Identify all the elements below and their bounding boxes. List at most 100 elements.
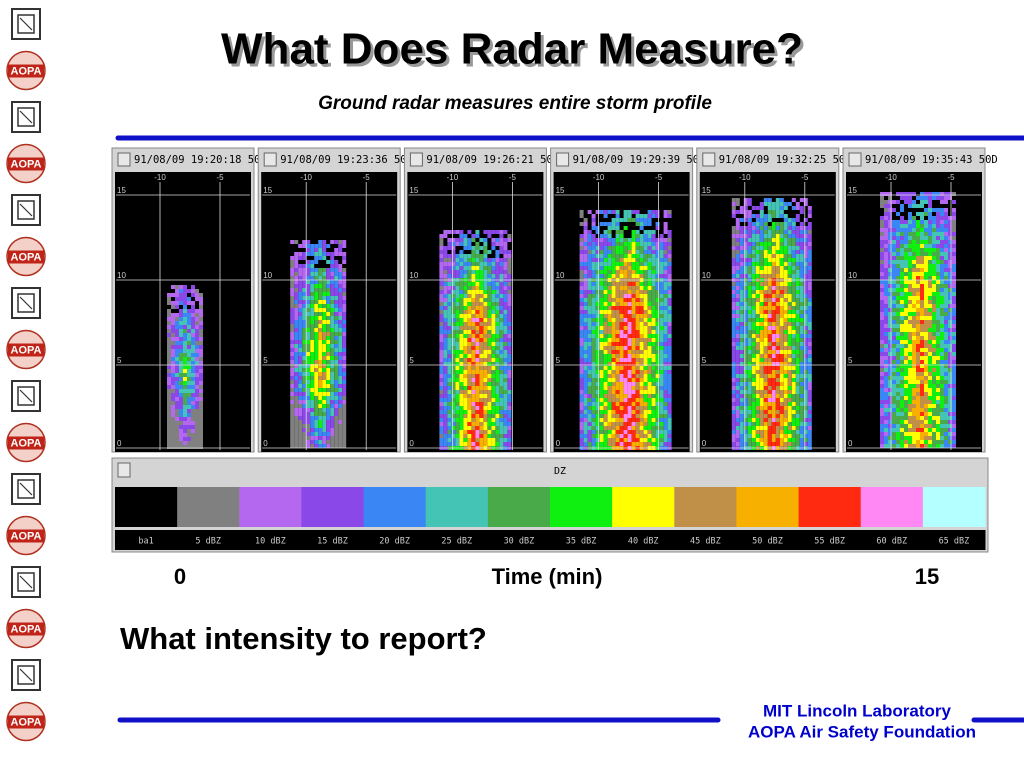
radar-cell <box>503 326 508 330</box>
radar-cell <box>191 417 195 421</box>
radar-cell <box>499 274 504 278</box>
radar-cell <box>655 290 660 294</box>
radar-cell <box>322 384 327 388</box>
radar-cell <box>314 372 319 376</box>
radar-cell <box>483 230 488 234</box>
axis-label: 10 <box>263 271 272 280</box>
radar-cell <box>787 350 792 354</box>
radar-cell <box>735 286 740 290</box>
radar-cell <box>599 286 604 290</box>
radar-cell <box>751 386 756 390</box>
radar-cell <box>183 325 187 329</box>
radar-cell <box>639 426 644 430</box>
radar-cell <box>579 274 584 278</box>
radar-cell <box>463 302 468 306</box>
radar-cell <box>443 346 448 350</box>
radar-cell <box>880 260 884 264</box>
radar-cell <box>763 302 768 306</box>
radar-cell <box>191 317 195 321</box>
radar-cell <box>314 360 319 364</box>
radar-cell <box>306 308 311 312</box>
radar-cell <box>342 376 347 380</box>
radar-cell <box>475 402 480 406</box>
radar-cell <box>799 206 804 210</box>
radar-cell <box>743 338 748 342</box>
radar-cell <box>655 438 660 442</box>
radar-cell <box>322 312 327 316</box>
radar-cell <box>487 326 492 330</box>
radar-cell <box>495 254 500 258</box>
radar-cell <box>495 266 500 270</box>
radar-cell <box>330 328 335 332</box>
radar-cell <box>615 386 620 390</box>
radar-cell <box>615 226 620 230</box>
radar-cell <box>459 402 464 406</box>
radar-cell <box>443 386 448 390</box>
radar-cell <box>803 246 808 250</box>
radar-cell <box>175 345 179 349</box>
radar-cell <box>759 334 764 338</box>
radar-cell <box>338 340 343 344</box>
radar-cell <box>747 306 752 310</box>
radar-cell <box>290 240 295 244</box>
radar-cell <box>491 266 496 270</box>
radar-cell <box>591 258 596 262</box>
radar-cell <box>739 366 744 370</box>
panel-menu <box>702 152 716 167</box>
radar-cell <box>455 366 460 370</box>
radar-cell <box>751 270 756 274</box>
radar-cell <box>735 310 740 314</box>
radar-cell <box>439 398 444 402</box>
radar-cell <box>306 292 311 296</box>
radar-cell <box>627 238 632 242</box>
radar-cell <box>651 434 656 438</box>
radar-cell <box>779 410 784 414</box>
radar-cell <box>599 274 604 278</box>
radar-cell <box>735 210 740 214</box>
radar-cell <box>591 430 596 434</box>
radar-cell <box>302 428 307 432</box>
radar-cell <box>290 324 295 328</box>
logo-box <box>11 473 41 505</box>
radar-cell <box>603 414 608 418</box>
radar-cell <box>294 280 299 284</box>
radar-cell <box>783 426 788 430</box>
radar-cell <box>298 288 303 292</box>
radar-cell <box>783 394 788 398</box>
radar-cell <box>599 414 604 418</box>
radar-cell <box>783 438 788 442</box>
radar-cell <box>783 422 788 426</box>
radar-cell <box>771 346 776 350</box>
radar-cell <box>807 370 812 374</box>
radar-cell <box>591 270 596 274</box>
radar-cell <box>451 310 456 314</box>
radar-cell <box>459 350 464 354</box>
radar-cell <box>603 234 608 238</box>
radar-cell <box>499 410 504 414</box>
radar-cell <box>755 270 760 274</box>
radar-cell <box>298 340 303 344</box>
radar-cell <box>342 324 347 328</box>
radar-cell <box>619 238 624 242</box>
radar-cell <box>487 382 492 386</box>
radar-cell <box>623 262 628 266</box>
radar-cell <box>487 338 492 342</box>
radar-cell <box>651 342 656 346</box>
radar-cell <box>171 329 175 333</box>
radar-cell <box>607 318 612 322</box>
radar-cell <box>807 246 812 250</box>
radar-cell <box>487 430 492 434</box>
radar-cell <box>787 230 792 234</box>
radar-cell <box>759 358 764 362</box>
radar-cell <box>503 414 508 418</box>
radar-cell <box>459 250 464 254</box>
radar-cell <box>483 398 488 402</box>
radar-cell <box>759 254 764 258</box>
radar-cell <box>338 412 343 416</box>
radar-cell <box>183 377 187 381</box>
radar-cell <box>779 222 784 226</box>
radar-cell <box>615 426 620 430</box>
radar-cell <box>471 422 476 426</box>
radar-cell <box>663 338 668 342</box>
radar-cell <box>583 222 588 226</box>
